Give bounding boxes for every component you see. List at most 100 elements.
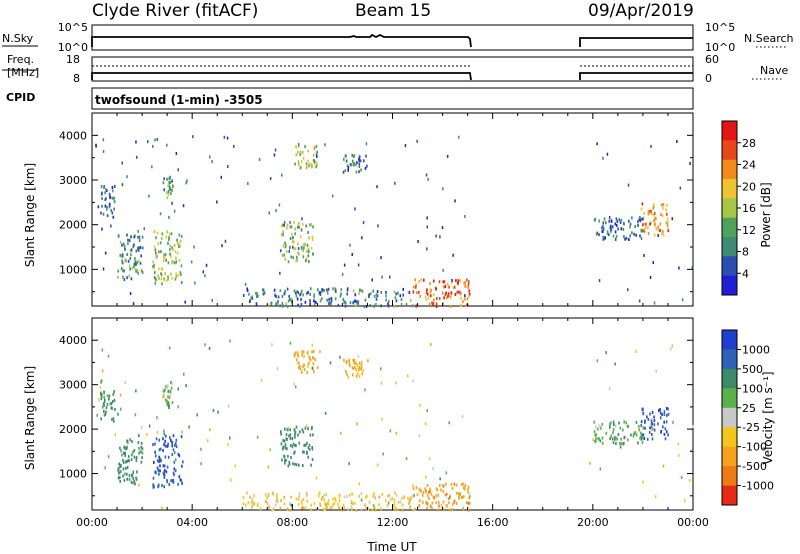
x-tick-label: 20:00 [577, 516, 609, 529]
data-cell [285, 458, 287, 462]
data-cell [420, 489, 422, 493]
data-cell [614, 362, 616, 366]
data-cell [106, 214, 109, 218]
data-cell [663, 412, 666, 416]
data-cell [170, 439, 172, 442]
data-cell [316, 154, 318, 158]
data-cell [294, 433, 296, 437]
data-cell [436, 297, 438, 300]
data-cell [167, 389, 170, 393]
data-cell [170, 386, 173, 390]
data-cell [307, 254, 310, 258]
data-cell [137, 229, 139, 233]
data-cell [354, 207, 356, 211]
data-cell [296, 290, 298, 294]
data-cell [344, 370, 347, 373]
data-cell [358, 368, 360, 372]
data-cell [453, 482, 456, 486]
data-cell [425, 475, 427, 479]
data-cell [417, 505, 419, 509]
data-cell [133, 449, 136, 453]
data-cell [175, 275, 178, 279]
colorbar-tick-label: 500 [742, 363, 763, 376]
data-cell [164, 398, 167, 402]
data-cell [354, 293, 357, 297]
data-cell [419, 294, 421, 298]
data-cell [290, 255, 292, 259]
data-cell [281, 302, 284, 306]
data-cell [312, 362, 315, 366]
data-cell [137, 441, 140, 445]
data-cell [250, 500, 253, 504]
data-cell [302, 156, 305, 160]
data-cell [393, 305, 396, 308]
data-cell [679, 186, 682, 190]
data-cell [440, 488, 442, 492]
data-cell [462, 495, 465, 499]
freq-right-tick-top: 60 [705, 53, 719, 66]
data-cell [596, 359, 599, 363]
data-cell [247, 182, 249, 185]
data-cell [101, 405, 104, 409]
data-cell [131, 474, 133, 478]
data-cell [462, 507, 464, 511]
data-cell [126, 445, 128, 449]
data-cell [461, 415, 464, 418]
data-cell [445, 492, 448, 496]
data-cell [286, 223, 289, 227]
data-cell [286, 305, 289, 308]
data-cell [612, 234, 615, 238]
data-cell [642, 480, 644, 484]
data-cell [297, 354, 300, 358]
data-cell [95, 144, 97, 148]
data-cell [360, 364, 363, 367]
data-cell [358, 494, 361, 498]
data-cell [295, 497, 298, 501]
data-cell [375, 508, 377, 512]
data-cell [610, 219, 613, 223]
data-cell [275, 499, 278, 503]
data-cell [124, 247, 126, 251]
data-cell [159, 469, 161, 473]
data-cell [132, 476, 134, 480]
data-cell [460, 296, 462, 300]
data-cell [304, 300, 307, 304]
data-cell [426, 216, 428, 220]
data-cell [308, 260, 310, 264]
data-cell [356, 422, 358, 426]
data-cell [413, 285, 415, 289]
data-cell [122, 275, 124, 279]
data-cell [466, 278, 468, 282]
data-cell [362, 221, 365, 225]
data-cell [659, 411, 662, 415]
data-cell [305, 249, 308, 253]
data-cell [433, 298, 435, 302]
data-cell [310, 508, 312, 512]
data-cell [447, 282, 449, 286]
data-cell [612, 428, 615, 432]
data-cell [598, 424, 601, 428]
data-cell [313, 502, 316, 506]
data-cell [355, 300, 358, 304]
data-cell [357, 354, 360, 358]
data-cell [247, 501, 250, 505]
data-cell [589, 461, 591, 465]
data-cell [257, 294, 260, 298]
data-cell [105, 410, 107, 414]
data-cell [409, 499, 412, 503]
data-cell [175, 441, 177, 445]
data-cell [442, 508, 445, 512]
data-cell [309, 433, 312, 437]
data-cell [334, 287, 337, 291]
data-cell [615, 223, 618, 227]
colorbar-swatch [722, 466, 737, 486]
data-cell [298, 163, 300, 166]
data-cell [104, 198, 107, 202]
data-cell [164, 455, 167, 459]
data-cell [319, 350, 321, 354]
data-cell [124, 451, 126, 455]
data-cell [408, 501, 410, 505]
data-cell [290, 225, 293, 229]
data-cell [126, 276, 128, 280]
data-cell [302, 506, 305, 510]
